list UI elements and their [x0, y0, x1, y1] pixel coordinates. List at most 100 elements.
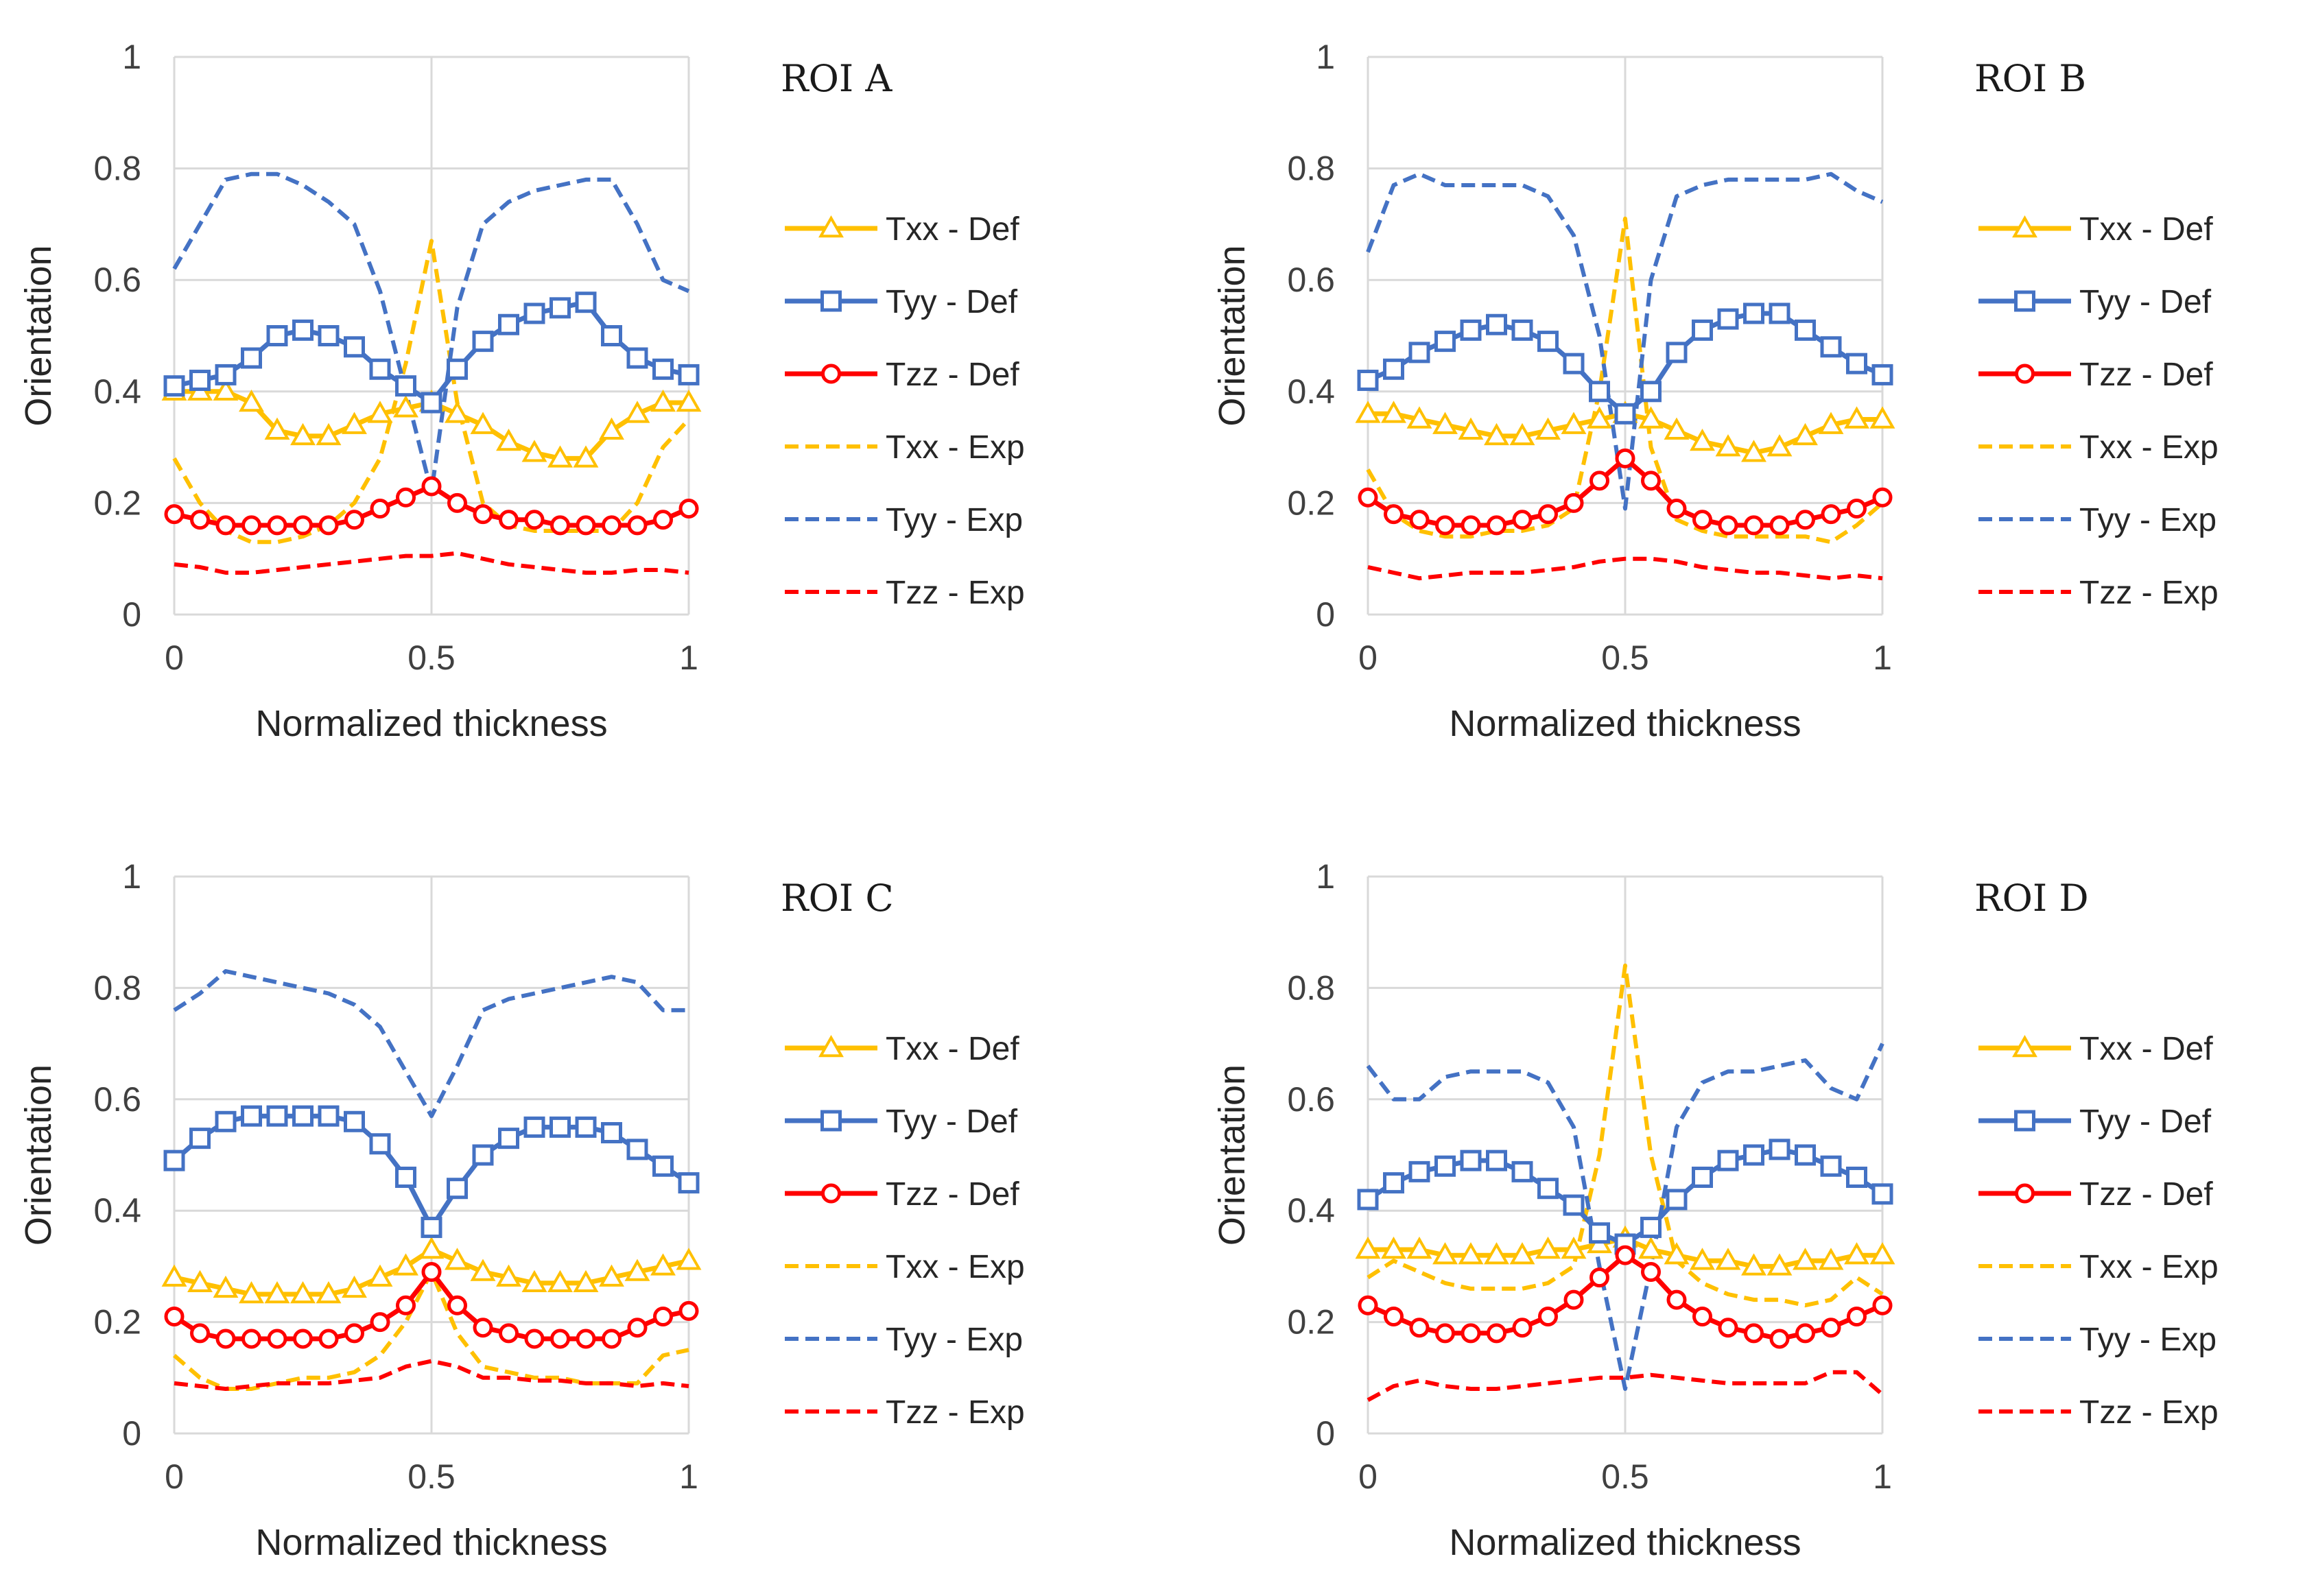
data-point [370, 499, 390, 519]
series-txx-exp [1366, 216, 1884, 545]
data-point [1690, 1248, 1715, 1270]
data-point [1743, 1144, 1764, 1166]
data-point [1769, 302, 1790, 324]
data-point [1846, 1166, 1867, 1188]
data-point [601, 325, 622, 346]
data-point [1484, 1242, 1509, 1265]
data-point [1355, 401, 1381, 423]
data-point [447, 1295, 467, 1315]
panel-title: ROI B [1974, 57, 2086, 100]
y-tick-label: 0.8 [1287, 150, 1335, 188]
legend-item: Tzz - Exp [785, 575, 1025, 611]
y-tick-label: 0 [122, 1414, 141, 1453]
series-line [174, 1359, 689, 1391]
legend-label: Tzz - Def [886, 357, 1019, 393]
data-point [290, 1281, 316, 1304]
data-point [1357, 370, 1379, 392]
x-tick-label: 0.5 [407, 1457, 456, 1496]
data-point [421, 1262, 442, 1283]
legend-marker [2012, 215, 2037, 238]
series-line [1366, 171, 1884, 511]
data-point [1641, 471, 1661, 491]
data-point [1690, 428, 1715, 451]
data-point [523, 302, 545, 324]
data-point [1640, 1217, 1662, 1239]
data-point [447, 358, 468, 380]
data-point [1383, 1172, 1404, 1194]
data-point [1743, 302, 1764, 324]
data-point [1717, 308, 1739, 330]
series-tzz-exp [174, 551, 689, 575]
x-tick-label: 0 [1358, 1457, 1378, 1496]
data-point [316, 1281, 342, 1304]
y-axis-title: Orientation [18, 245, 59, 426]
data-point [1487, 515, 1506, 536]
chart-panel-3: 0 0.2 0.4 0.6 0.8 1 0 0.5 1 Normalized thickness O… [18, 857, 1025, 1563]
data-point [1563, 353, 1585, 374]
data-point [344, 1110, 365, 1132]
x-tick-label: 0.5 [1601, 639, 1649, 677]
data-point [241, 1105, 262, 1127]
data-point [421, 392, 442, 414]
legend-item: Tzz - Def [785, 1176, 1019, 1213]
x-tick-label: 0 [165, 1457, 184, 1496]
data-point [163, 375, 185, 397]
y-tick-label: 0.4 [1287, 372, 1335, 411]
data-point [189, 1128, 211, 1150]
data-point [264, 1281, 290, 1304]
y-tick-label: 0 [122, 595, 141, 634]
legend-marker [820, 290, 842, 312]
data-point [498, 1128, 519, 1150]
data-point [396, 1295, 416, 1315]
data-point [344, 510, 364, 530]
legend-label: Txx - Exp [2079, 429, 2219, 466]
data-point [1795, 1144, 1816, 1166]
data-point [602, 1329, 622, 1349]
data-point [1844, 1242, 1869, 1265]
data-point [266, 325, 288, 346]
legend-label: Tzz - Def [886, 1176, 1019, 1213]
data-point [1406, 1237, 1432, 1259]
data-point [473, 504, 493, 525]
legend-item: Txx - Def [1978, 1031, 2213, 1067]
data-point [189, 370, 211, 392]
data-point [1589, 381, 1610, 403]
legend-label: Tzz - Def [2079, 1176, 2213, 1213]
data-point [1587, 406, 1612, 429]
data-point [1509, 422, 1535, 446]
series-tzz-def [164, 476, 699, 536]
legend-marker [820, 1110, 842, 1132]
data-point [549, 297, 571, 319]
data-point [1512, 1318, 1533, 1338]
y-tick-label: 0.6 [93, 1080, 141, 1119]
data-point [1615, 448, 1635, 468]
data-point [624, 1259, 650, 1281]
series-tyy-exp [1366, 1043, 1884, 1391]
data-point [1512, 510, 1533, 530]
data-point [678, 499, 699, 519]
data-point [1384, 504, 1404, 525]
y-tick-label: 1 [122, 857, 141, 896]
legend-marker [2012, 1034, 2037, 1058]
data-point [1358, 1295, 1378, 1315]
data-point [369, 1133, 391, 1155]
legend-marker [821, 1183, 841, 1204]
data-point [472, 1144, 494, 1166]
y-tick-label: 0 [1316, 595, 1335, 634]
data-point [369, 358, 391, 380]
data-point [627, 515, 648, 536]
data-point [1744, 515, 1764, 536]
series-tyy-exp [173, 969, 689, 1119]
data-point [1692, 510, 1712, 530]
data-point [1846, 353, 1867, 374]
data-point [650, 1253, 676, 1276]
data-point [241, 1329, 261, 1349]
data-point [1484, 422, 1509, 446]
data-point [344, 1323, 364, 1344]
data-point [1741, 1253, 1766, 1276]
data-point [550, 1329, 570, 1349]
data-point [1461, 1323, 1481, 1344]
data-point [1664, 417, 1690, 440]
data-point [496, 1264, 521, 1287]
